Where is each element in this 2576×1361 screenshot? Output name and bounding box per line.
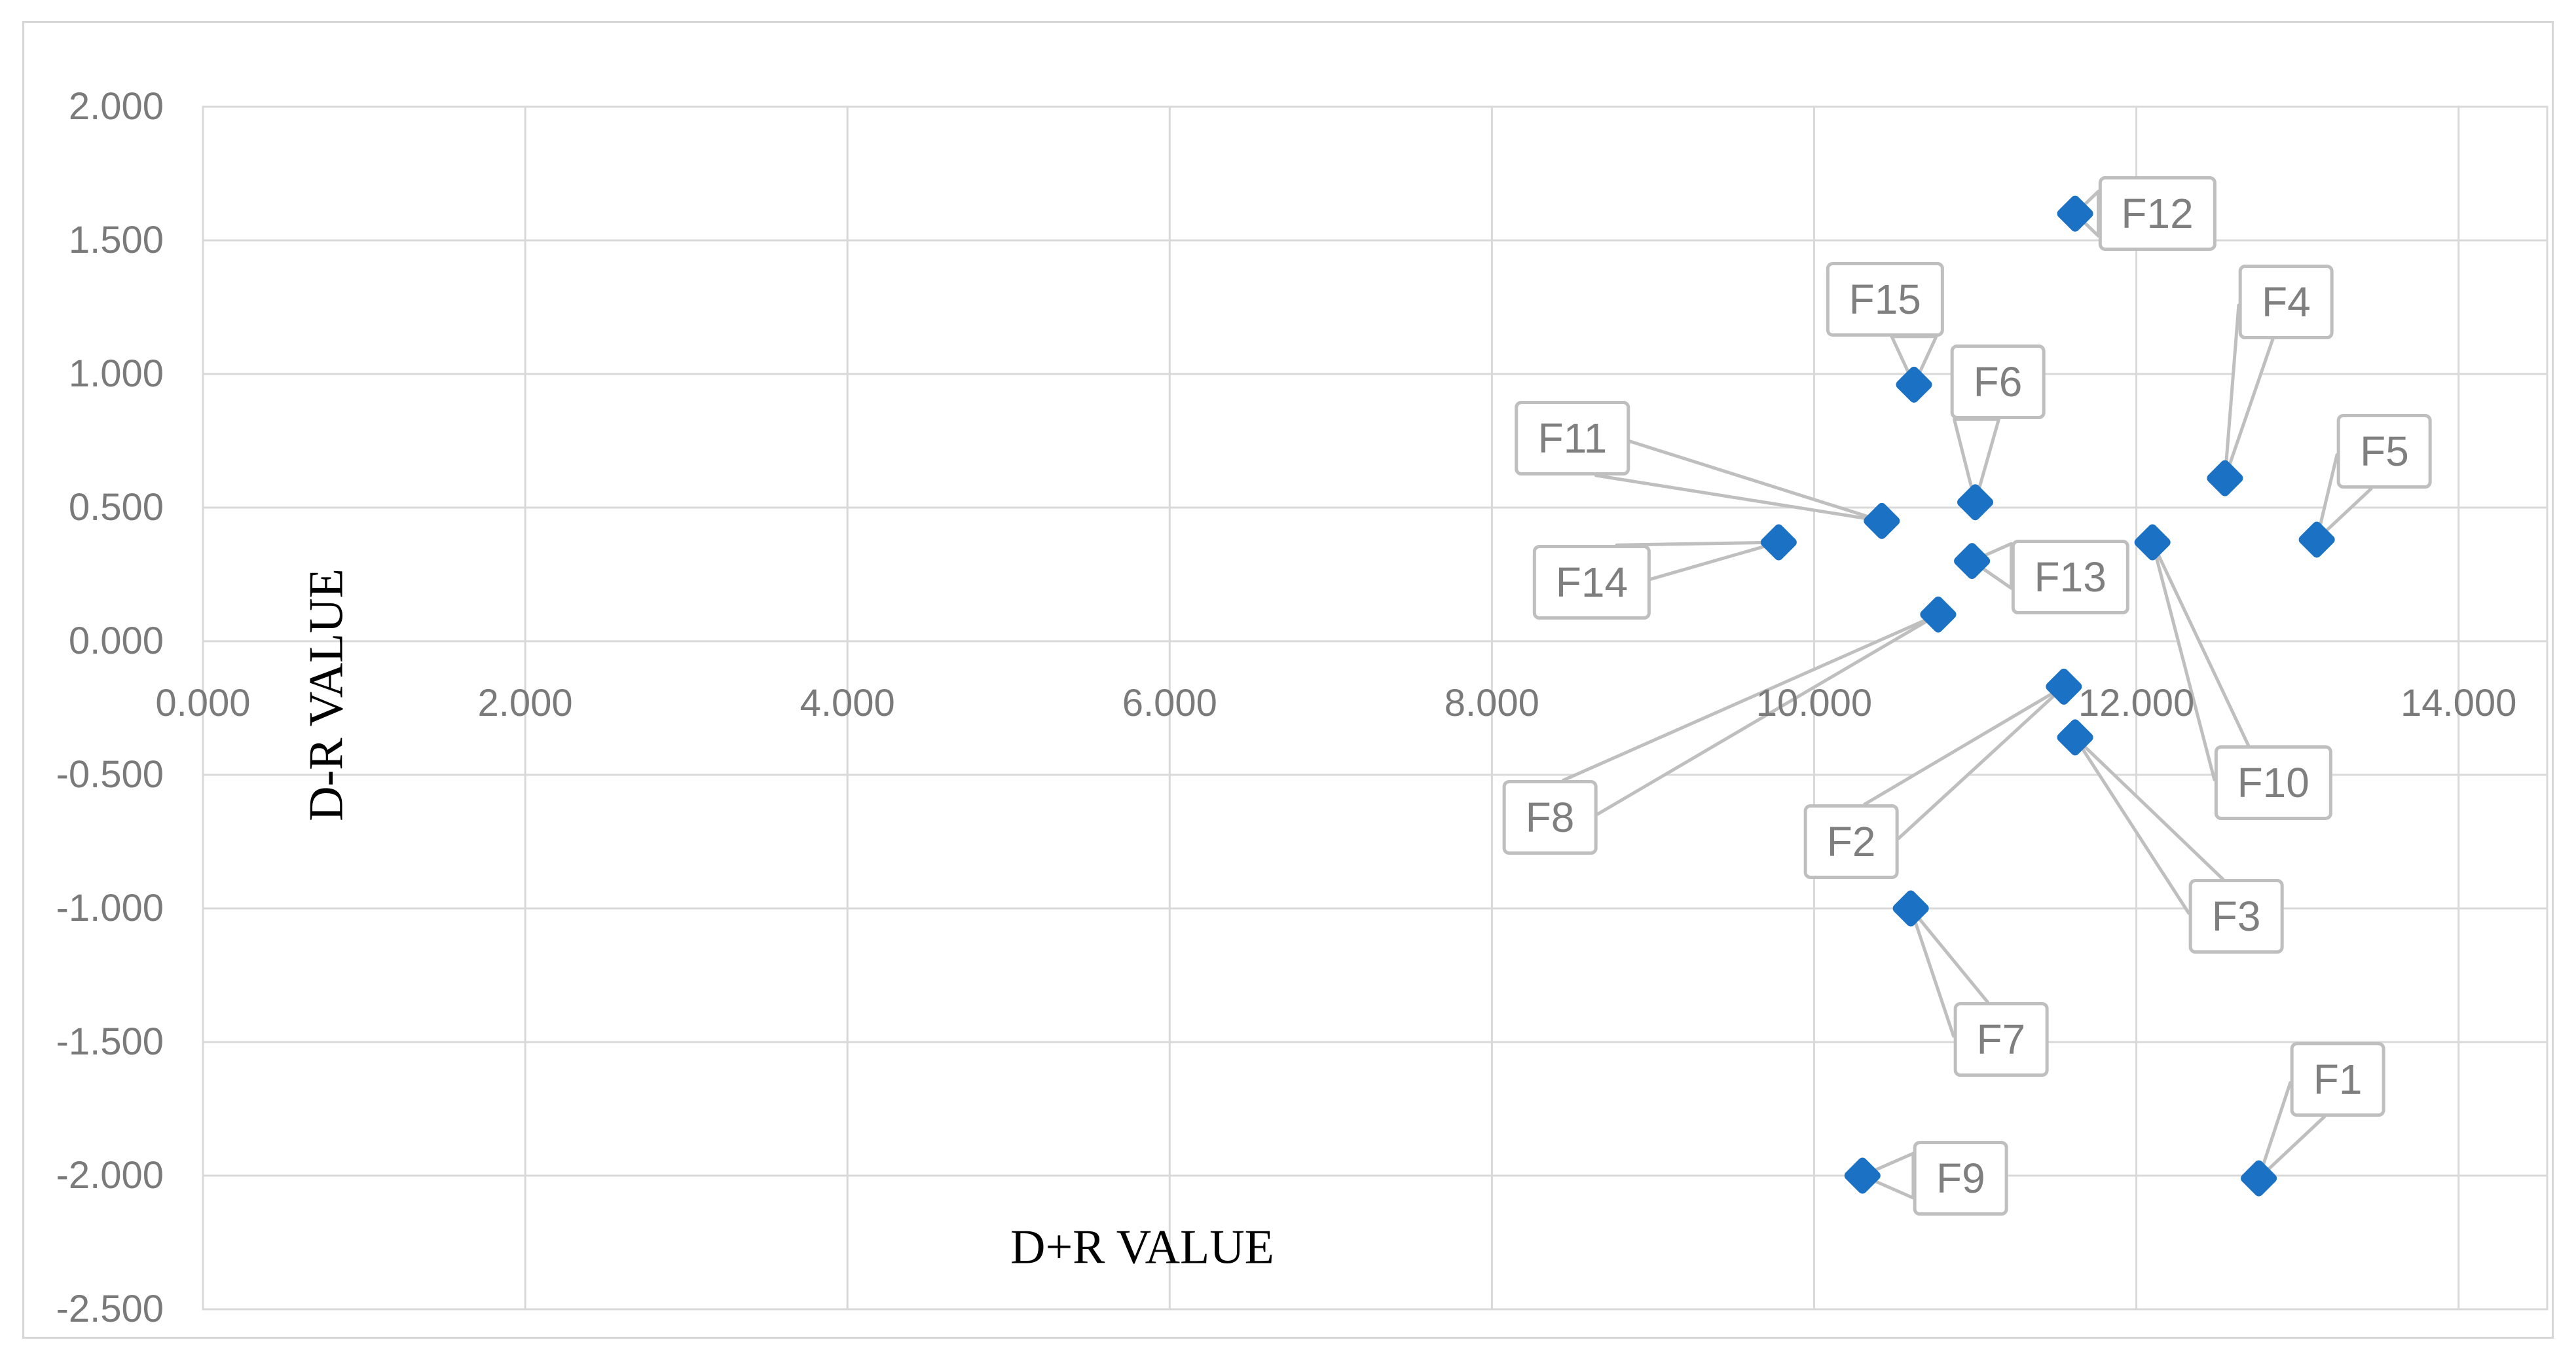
data-label-callout-f8: F8: [1502, 780, 1598, 855]
x-tick-label: 12.000: [2078, 682, 2195, 724]
y-tick-label: 1.000: [68, 352, 164, 395]
data-point-f11: [1864, 502, 1900, 539]
data-point-f8: [1920, 596, 1957, 633]
data-point-f1: [2241, 1160, 2277, 1197]
data-label-callout-f4: F4: [2239, 264, 2334, 339]
data-point-f5: [2298, 521, 2335, 558]
leader-line-f6: [1952, 417, 2000, 504]
data-label-callout-f14: F14: [1532, 545, 1651, 620]
data-label-callout-f3: F3: [2188, 879, 2284, 954]
y-tick-label: 0.500: [68, 486, 164, 529]
y-tick-label: -2.000: [56, 1154, 164, 1197]
x-tick-label: 8.000: [1444, 682, 1539, 724]
data-point-f14: [1760, 524, 1797, 561]
data-point-f2: [2046, 668, 2082, 705]
data-point-f13: [1954, 543, 1991, 580]
data-label-callout-f1: F1: [2290, 1042, 2385, 1117]
y-tick-label: -1.000: [56, 887, 164, 929]
x-tick-label: 4.000: [800, 682, 895, 724]
y-tick-label: -0.500: [56, 753, 164, 796]
leader-line-f10: [2150, 540, 2251, 781]
data-point-f4: [2207, 460, 2243, 496]
data-label-callout-f9: F9: [1913, 1141, 2008, 1216]
data-point-f6: [1957, 484, 1994, 521]
x-tick-label: 0.000: [155, 682, 251, 724]
y-tick-label: 0.000: [68, 620, 164, 662]
data-label-callout-f5: F5: [2337, 414, 2432, 489]
data-point-f3: [2057, 719, 2093, 756]
leader-line-f9: [1860, 1151, 1915, 1200]
data-point-f10: [2134, 524, 2171, 561]
leader-line-f15: [1890, 335, 1938, 386]
data-point-f15: [1896, 366, 1932, 403]
data-label-callout-f13: F13: [2011, 540, 2129, 615]
x-tick-label: 6.000: [1122, 682, 1217, 724]
x-axis-title: D+R VALUE: [1010, 1220, 1274, 1275]
data-point-f7: [1892, 890, 1929, 927]
data-label-callout-f11: F11: [1515, 400, 1630, 475]
x-tick-label: 2.000: [477, 682, 573, 724]
plot-border: [202, 105, 2548, 1311]
data-label-callout-f15: F15: [1826, 261, 1944, 337]
x-tick-label: 14.000: [2400, 682, 2517, 724]
y-axis-title: D-R VALUE: [299, 568, 354, 821]
data-point-f9: [1844, 1157, 1881, 1194]
data-label-callout-f2: F2: [1803, 804, 1899, 879]
y-tick-label: -1.500: [56, 1020, 164, 1063]
data-label-callout-f6: F6: [1950, 345, 2046, 420]
leader-line-f11: [1594, 439, 1884, 523]
data-label-callout-f10: F10: [2214, 745, 2332, 821]
data-label-callout-f12: F12: [2098, 176, 2217, 252]
x-tick-label: 10.000: [1756, 682, 1873, 724]
y-tick-label: 1.500: [68, 219, 164, 261]
data-point-f12: [2057, 195, 2093, 232]
y-tick-label: -2.500: [56, 1288, 164, 1330]
y-tick-label: 2.000: [68, 85, 164, 128]
data-label-callout-f7: F7: [1953, 1001, 2049, 1077]
